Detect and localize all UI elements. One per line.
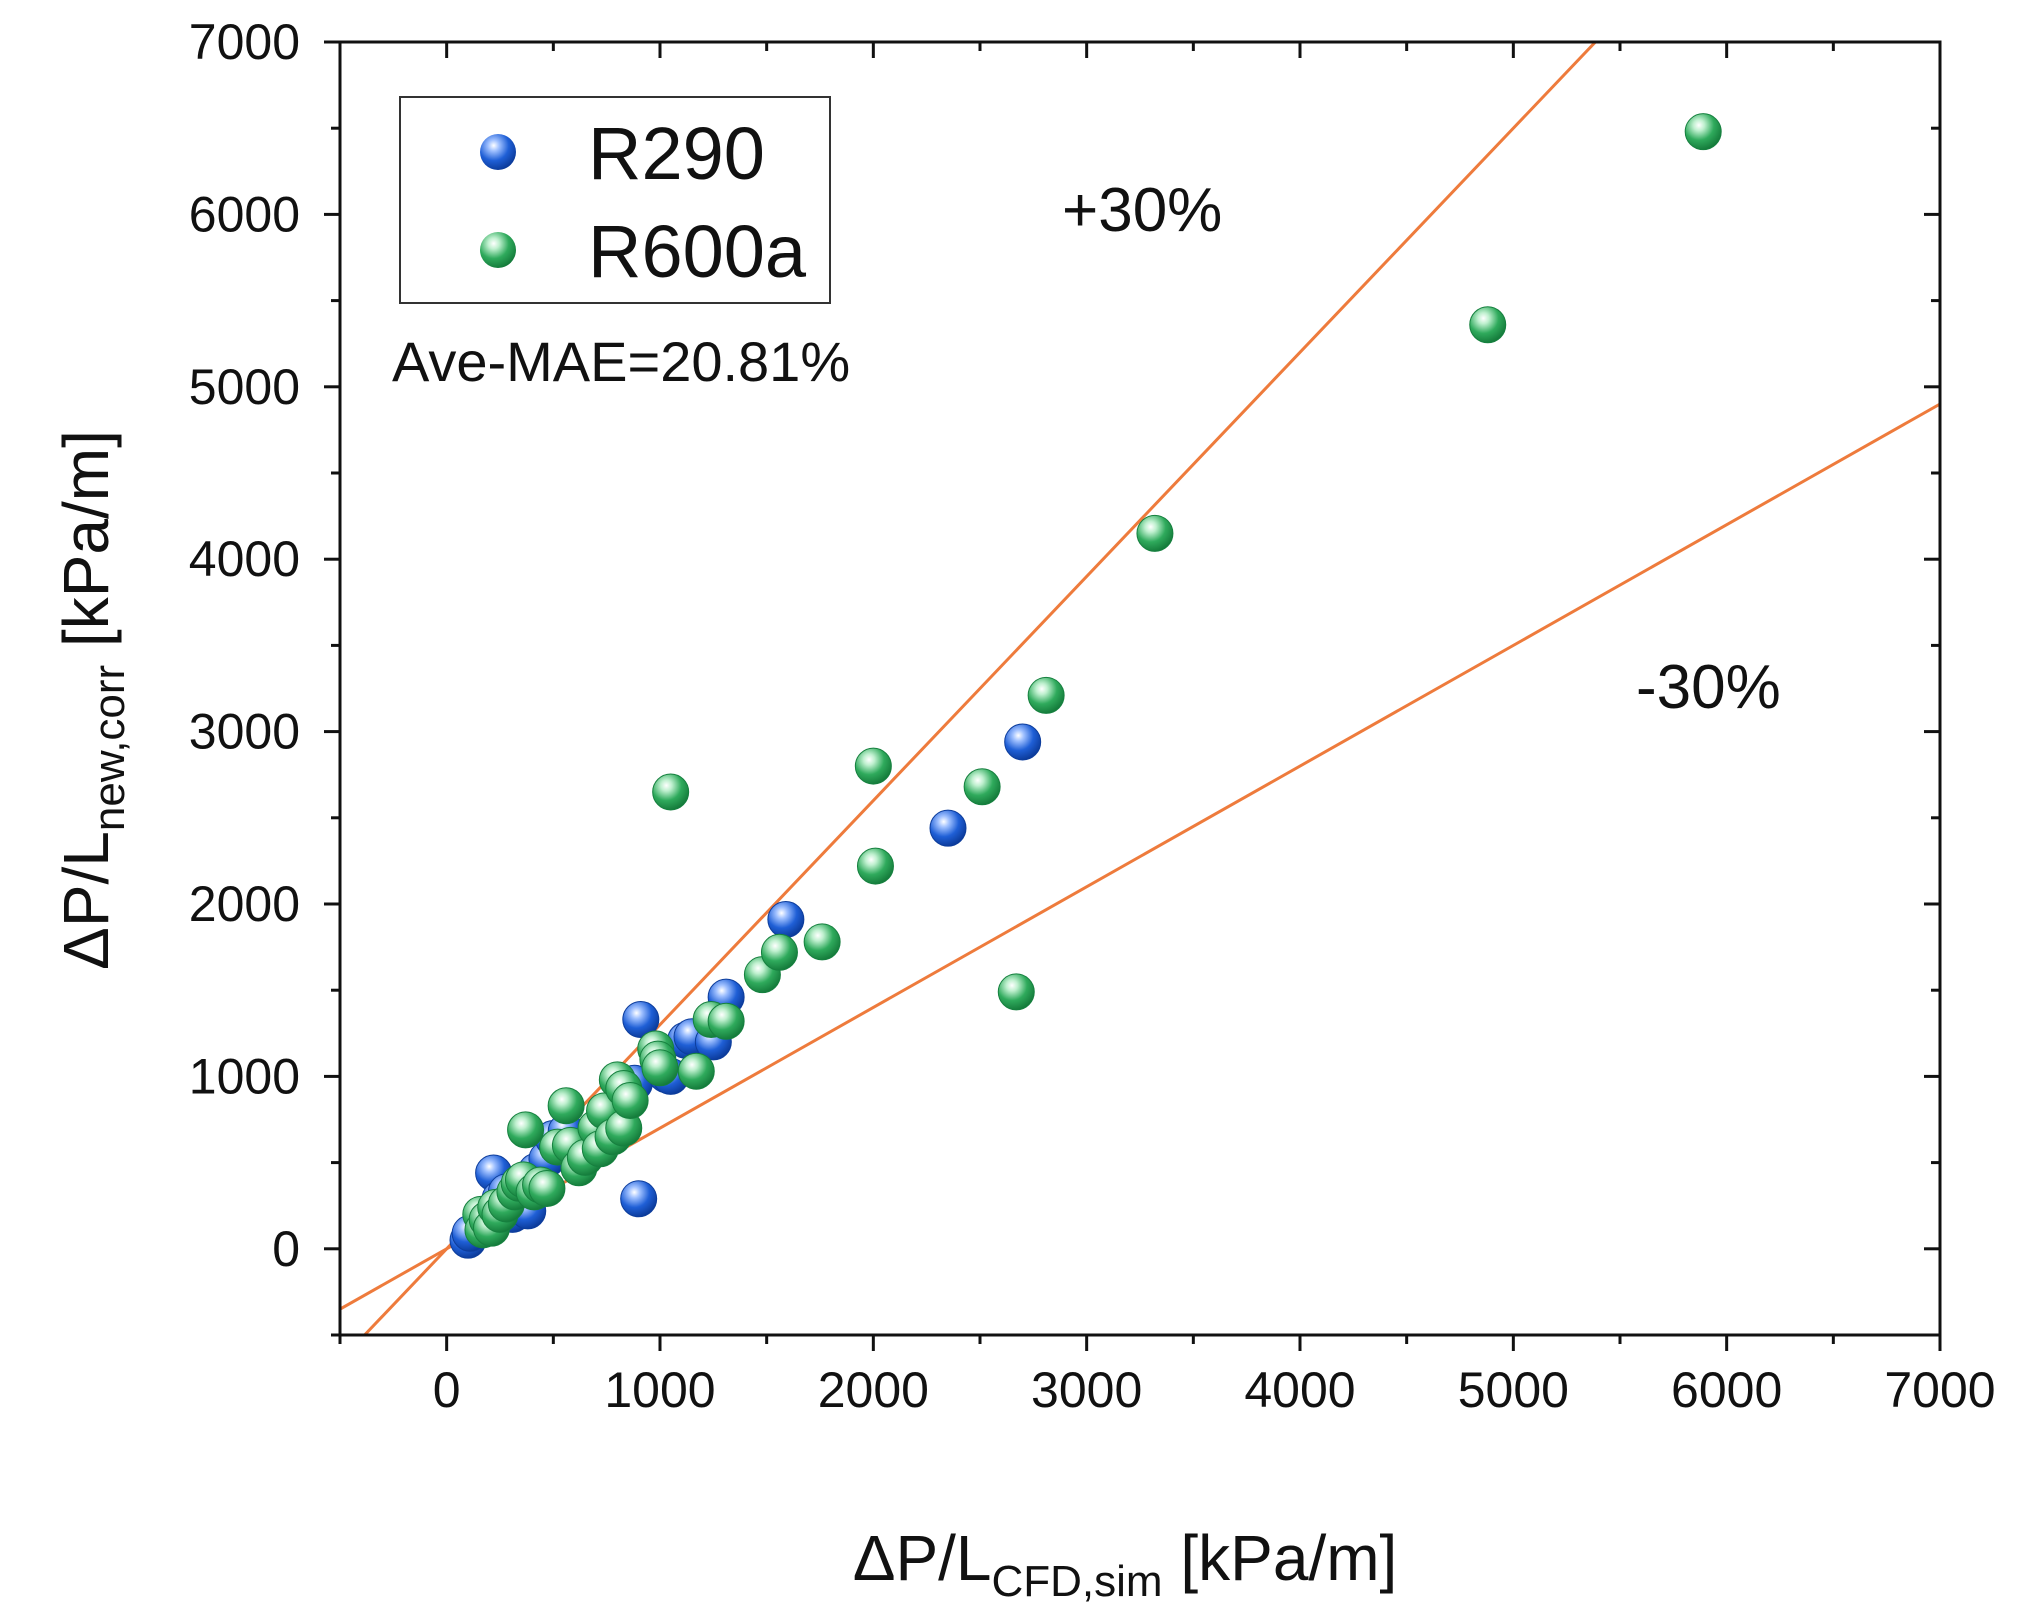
y-tick-labels: 0 1000 2000 3000 4000 5000 6000 7000: [189, 14, 300, 1277]
minus-30-label: -30%: [1636, 653, 1781, 722]
x-tick-label: 3000: [1031, 1362, 1142, 1418]
data-point-r600a: [1136, 514, 1174, 552]
data-point-r600a: [854, 747, 892, 785]
y-axis-title: ΔP/Lnew,corr [kPa/m]: [50, 430, 134, 970]
data-point-r290: [929, 809, 967, 847]
mae-annotation: Ave-MAE=20.81%: [392, 330, 850, 393]
data-points: [449, 113, 1722, 1259]
data-point-r600a: [547, 1087, 585, 1125]
data-point-r600a: [1684, 113, 1722, 151]
data-point-r600a: [641, 1049, 679, 1087]
plus-30-label: +30%: [1062, 176, 1222, 245]
y-tick-label: 1000: [189, 1048, 300, 1104]
x-tick-label: 4000: [1244, 1362, 1355, 1418]
data-point-r290: [620, 1180, 658, 1218]
data-point-r600a: [507, 1111, 545, 1149]
data-point-r600a: [1027, 676, 1065, 714]
x-tick-label: 7000: [1884, 1362, 1995, 1418]
legend-marker-r600a: [480, 232, 516, 268]
x-axis-title-sub: CFD,sim: [992, 1557, 1163, 1606]
x-axis-title-unit: [kPa/m]: [1163, 1522, 1398, 1594]
y-axis-title-main: ΔP/L: [50, 831, 122, 970]
y-tick-label: 0: [272, 1221, 300, 1277]
x-tick-label: 0: [433, 1362, 461, 1418]
data-point-r600a: [856, 847, 894, 885]
data-point-r600a: [1469, 306, 1507, 344]
y-tick-label: 3000: [189, 704, 300, 760]
x-tick-label: 6000: [1671, 1362, 1782, 1418]
x-axis-title-main: ΔP/L: [853, 1522, 992, 1594]
y-tick-label: 2000: [189, 876, 300, 932]
legend-box: [399, 96, 831, 304]
data-point-r600a: [611, 1082, 649, 1120]
data-point-r600a: [677, 1052, 715, 1090]
series-r600a: [462, 113, 1722, 1249]
y-tick-label: 7000: [189, 14, 300, 70]
data-point-r600a: [652, 773, 690, 811]
y-tick-label: 6000: [189, 186, 300, 242]
legend-label-r290: R290: [588, 112, 765, 195]
data-point-r600a: [760, 933, 798, 971]
y-axis-title-sub: new,corr: [85, 665, 134, 831]
data-point-r290: [622, 1001, 660, 1039]
legend-marker-r290: [480, 134, 516, 170]
plot-frame: [338, 40, 1942, 1337]
x-tick-label: 5000: [1458, 1362, 1569, 1418]
x-axis-title: ΔP/LCFD,sim [kPa/m]: [853, 1522, 1398, 1606]
y-tick-label: 5000: [189, 359, 300, 415]
data-point-r290: [767, 901, 805, 939]
data-point-r600a: [803, 923, 841, 961]
axis-ticks: [324, 40, 1942, 1351]
data-point-r600a: [963, 768, 1001, 806]
legend: R290 R600a: [399, 96, 831, 304]
data-point-r600a: [528, 1169, 566, 1207]
y-axis-title-unit: [kPa/m]: [50, 430, 122, 665]
data-point-r290: [1004, 723, 1042, 761]
x-tick-labels: 0 1000 2000 3000 4000 5000 6000 7000: [433, 1362, 1996, 1418]
data-point-r600a: [997, 973, 1035, 1011]
data-point-r600a: [707, 1002, 745, 1040]
x-tick-label: 1000: [604, 1362, 715, 1418]
x-tick-label: 2000: [818, 1362, 929, 1418]
y-tick-label: 4000: [189, 531, 300, 587]
legend-label-r600a: R600a: [588, 210, 807, 293]
